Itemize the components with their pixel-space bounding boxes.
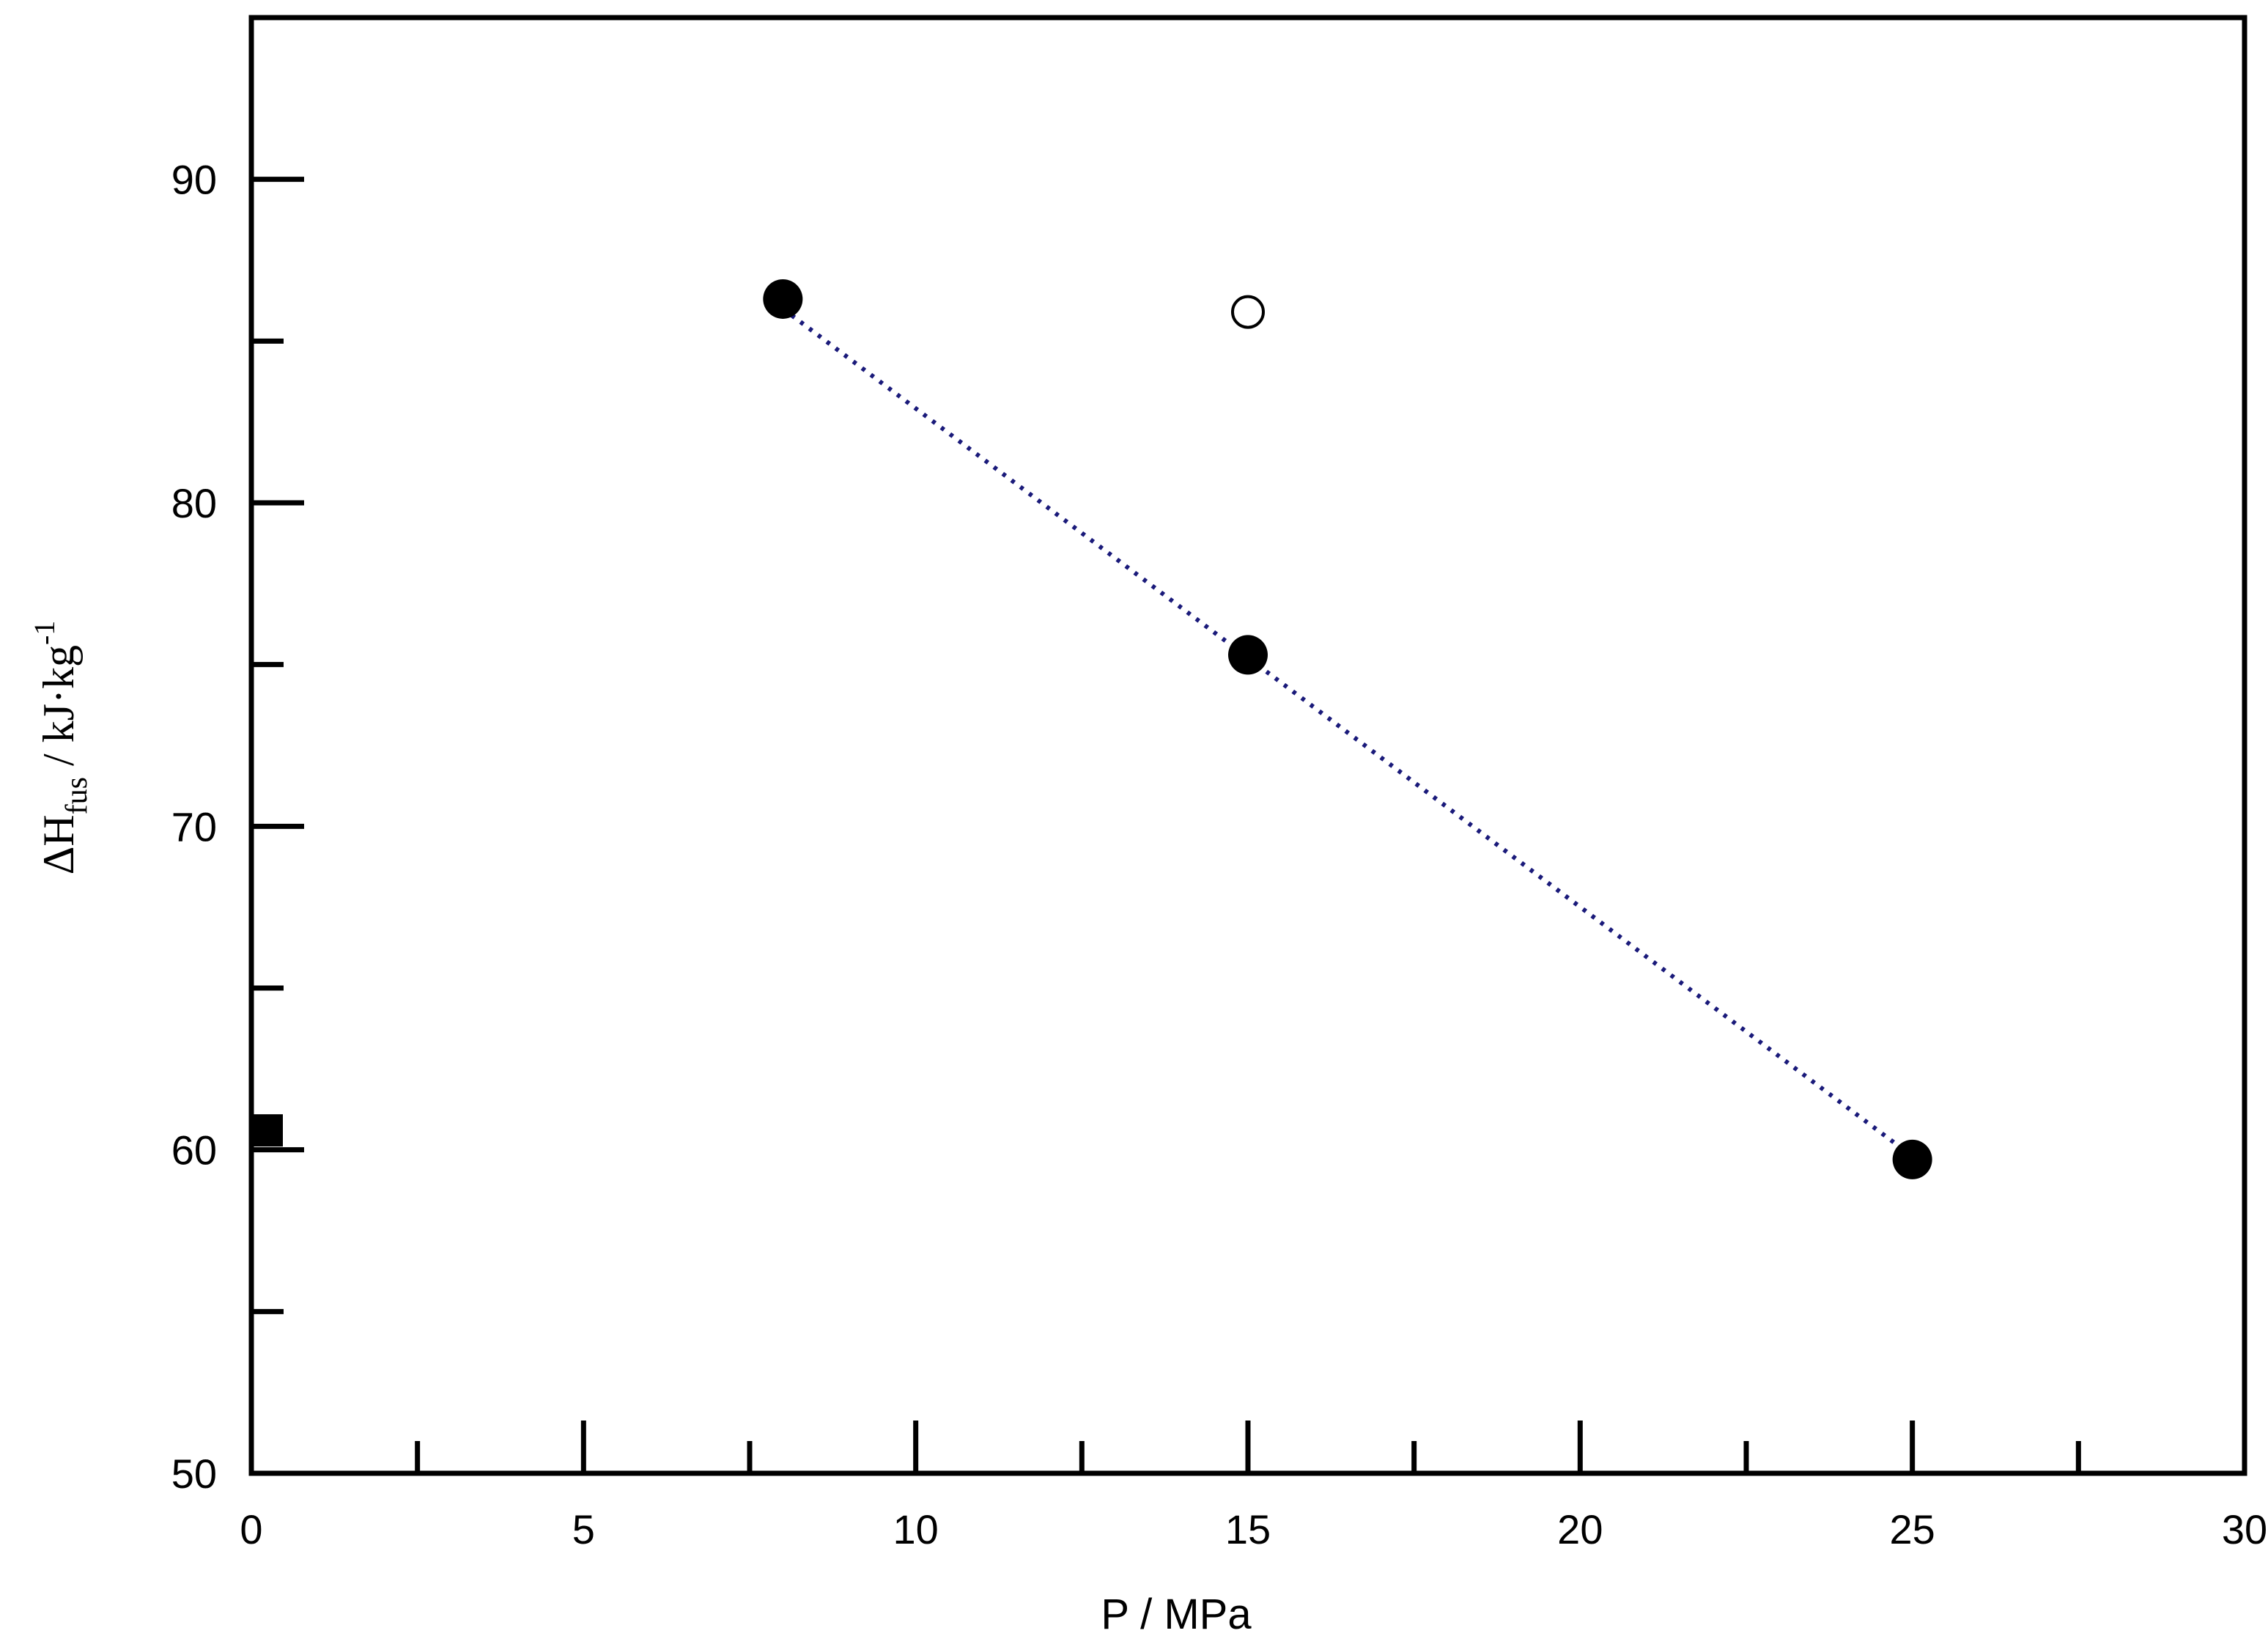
x-tick-label: 5 [572,1506,595,1552]
x-tick-label: 25 [1890,1506,1935,1552]
x-axis-title: P / MPa [1101,1591,1252,1638]
fit-line-group [781,306,1914,1158]
y-axis-tick-labels: 50 60 70 80 90 [171,157,217,1497]
y-tick-label: 90 [171,157,217,203]
data-points [251,279,1932,1179]
y-axis-title-unit: / kJ·kg [34,645,83,777]
x-axis-tick-labels: 0 5 10 15 20 25 30 [240,1506,2267,1552]
data-point-filled-circle [1228,635,1268,675]
x-tick-label: 0 [240,1506,262,1552]
y-axis-ticks [251,177,304,1476]
x-tick-label: 30 [2222,1506,2267,1552]
x-tick-label: 15 [1225,1506,1271,1552]
x-axis-ticks [248,1421,2247,1473]
y-axis-title-superscript: -1 [28,621,61,645]
y-axis-title-symbol: ΔH [34,814,83,874]
fit-line [781,306,1914,1158]
y-axis-title-subscript: fus [60,777,94,814]
data-point-filled-square [251,1114,283,1147]
data-point-open-circle [1231,295,1265,329]
data-point-filled-circle [1892,1139,1932,1179]
x-tick-label: 10 [893,1506,939,1552]
y-tick-label: 80 [171,480,217,526]
x-tick-label: 20 [1557,1506,1603,1552]
y-axis-title: ΔHfus / kJ·kg-1 [28,621,94,875]
y-tick-label: 60 [171,1127,217,1173]
y-tick-label: 50 [171,1451,217,1497]
data-point-filled-circle [763,279,803,319]
y-tick-label: 70 [171,803,217,850]
plot-frame [248,15,2247,1476]
